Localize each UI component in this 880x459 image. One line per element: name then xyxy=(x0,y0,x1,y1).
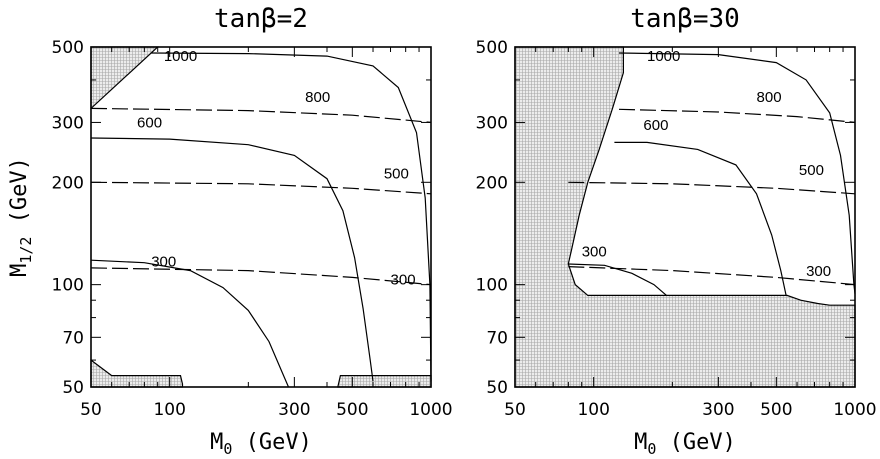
y-tick-label: 200 xyxy=(476,173,508,193)
contour-solid-1000 xyxy=(151,52,432,382)
contour-label-800: 800 xyxy=(757,89,782,106)
contour-label-500: 500 xyxy=(799,162,824,179)
y-tick-label: 50 xyxy=(486,378,508,398)
y-tick-label: 500 xyxy=(52,38,84,58)
contour-label-1000: 1000 xyxy=(647,48,680,65)
x-axis-label: M0 (GeV) xyxy=(210,430,312,458)
x-axis-label: M0 (GeV) xyxy=(634,430,736,458)
contour-label-600: 600 xyxy=(137,114,162,131)
y-tick-label: 100 xyxy=(476,276,508,296)
x-tick-label: 500 xyxy=(336,400,368,420)
y-tick-label: 70 xyxy=(62,328,84,348)
excluded-region-2 xyxy=(337,375,432,388)
contour-dashed-300 xyxy=(90,267,432,286)
x-tick-label: 100 xyxy=(153,400,185,420)
y-tick-label: 50 xyxy=(62,378,84,398)
contour-label-500: 500 xyxy=(384,166,409,183)
contour-label-800: 800 xyxy=(305,89,330,106)
excluded-region-0 xyxy=(90,46,160,110)
x-tick-label: 300 xyxy=(278,400,310,420)
x-tick-label: 500 xyxy=(760,400,792,420)
x-tick-label: 300 xyxy=(702,400,734,420)
panel-title: tanβ=30 xyxy=(630,4,740,34)
x-tick-label: 100 xyxy=(577,400,609,420)
x-tick-label: 50 xyxy=(504,400,526,420)
y-tick-label: 500 xyxy=(476,38,508,58)
contour-label-600: 600 xyxy=(643,117,668,134)
y-axis-label: M1/2 (GeV) xyxy=(7,157,35,277)
panel-tanbeta-2: 300 600 1000 300 500 800 50 100 300 500 1000 500 300… xyxy=(7,4,453,458)
x-tick-label: 50 xyxy=(80,400,102,420)
panel-tanbeta-30: 300 600 1000 300 500 800 50 100 300 500 1000 500 300… xyxy=(476,4,877,458)
contour-dashed-500 xyxy=(568,181,856,195)
contour-label-300: 300 xyxy=(151,254,176,271)
contour-solid-600 xyxy=(90,137,374,382)
y-tick-label: 100 xyxy=(52,276,84,296)
contour-solid-300 xyxy=(90,259,290,388)
plot-frame xyxy=(514,46,856,388)
panel-title: tanβ=2 xyxy=(214,4,308,34)
y-tick-label: 70 xyxy=(486,328,508,348)
x-tick-label: 1000 xyxy=(409,400,452,420)
contour-solid-300 xyxy=(568,263,667,296)
plot-frame xyxy=(90,46,432,388)
contour-label-300: 300 xyxy=(806,263,831,280)
y-tick-label: 300 xyxy=(52,113,84,133)
contour-dashed-500 xyxy=(90,181,432,195)
contour-solid-600 xyxy=(614,141,787,296)
excluded-region-0 xyxy=(514,46,856,388)
y-tick-label: 200 xyxy=(52,173,84,193)
contour-label-300: 300 xyxy=(391,272,416,289)
y-tick-label: 300 xyxy=(476,113,508,133)
contour-label-1000: 1000 xyxy=(164,48,197,65)
contour-dashed-800 xyxy=(618,108,856,123)
contour-dashed-300 xyxy=(568,266,856,286)
contour-dashed-800 xyxy=(90,107,432,123)
contour-label-300: 300 xyxy=(582,244,607,261)
contour-solid-1000 xyxy=(618,52,856,294)
excluded-region-1 xyxy=(90,358,184,388)
x-tick-label: 1000 xyxy=(833,400,876,420)
